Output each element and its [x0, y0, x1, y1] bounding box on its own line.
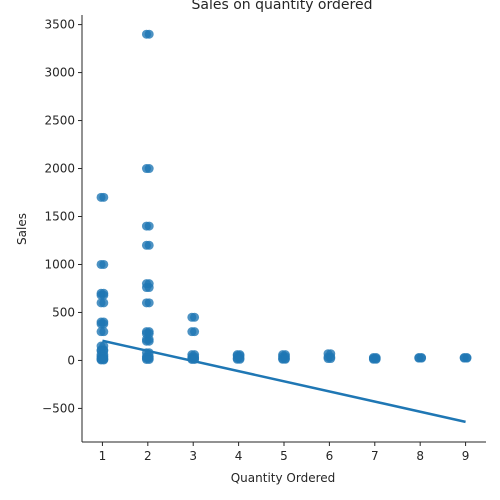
- data-point: [235, 354, 245, 364]
- data-point: [190, 327, 200, 337]
- data-point: [144, 336, 154, 346]
- data-point: [99, 290, 109, 300]
- x-tick-label: 6: [326, 449, 334, 463]
- y-tick-label: 500: [52, 305, 75, 319]
- y-ticks: −500 0 500 1000 1500 2000 2500 3000 3500: [42, 18, 82, 415]
- y-tick-label: 0: [67, 353, 75, 367]
- data-point: [144, 240, 154, 250]
- data-point: [99, 319, 109, 329]
- data-point: [417, 353, 427, 363]
- x-ticks: 1 2 3 4 5 6 7 8 9: [99, 442, 470, 463]
- data-point: [99, 298, 109, 308]
- data-point: [99, 259, 109, 269]
- y-tick-label: −500: [42, 401, 75, 415]
- y-tick-label: 2500: [44, 114, 75, 128]
- y-tick-label: 1500: [44, 210, 75, 224]
- data-point: [99, 192, 109, 202]
- axes-layer: [81, 15, 486, 443]
- data-point: [371, 354, 381, 364]
- chart-title: Sales on quantity ordered: [192, 0, 373, 13]
- y-tick-label: 3500: [44, 18, 75, 32]
- y-tick-label: 1000: [44, 257, 75, 271]
- data-point: [99, 327, 109, 337]
- data-point: [462, 353, 472, 363]
- data-point: [144, 164, 154, 174]
- data-point: [190, 312, 200, 322]
- x-axis-label: Quantity Ordered: [231, 471, 336, 485]
- data-point: [144, 283, 154, 293]
- x-tick-label: 5: [280, 449, 288, 463]
- data-point: [326, 354, 336, 364]
- x-tick-label: 4: [235, 449, 243, 463]
- regression-line: [102, 339, 466, 424]
- y-axis-label: Sales: [15, 213, 29, 245]
- regression-layer: [102, 339, 466, 424]
- x-tick-label: 9: [462, 449, 470, 463]
- x-tick-label: 2: [144, 449, 152, 463]
- y-tick-label: 3000: [44, 66, 75, 80]
- x-tick-label: 7: [371, 449, 379, 463]
- data-point: [144, 29, 154, 39]
- points-layer: [96, 29, 472, 365]
- y-tick-label: 2000: [44, 162, 75, 176]
- data-point: [144, 221, 154, 231]
- data-point: [144, 298, 154, 308]
- x-tick-label: 1: [99, 449, 107, 463]
- data-point: [280, 354, 290, 364]
- data-point: [99, 355, 109, 365]
- x-tick-label: 8: [416, 449, 424, 463]
- data-point: [144, 354, 154, 364]
- x-tick-label: 3: [189, 449, 197, 463]
